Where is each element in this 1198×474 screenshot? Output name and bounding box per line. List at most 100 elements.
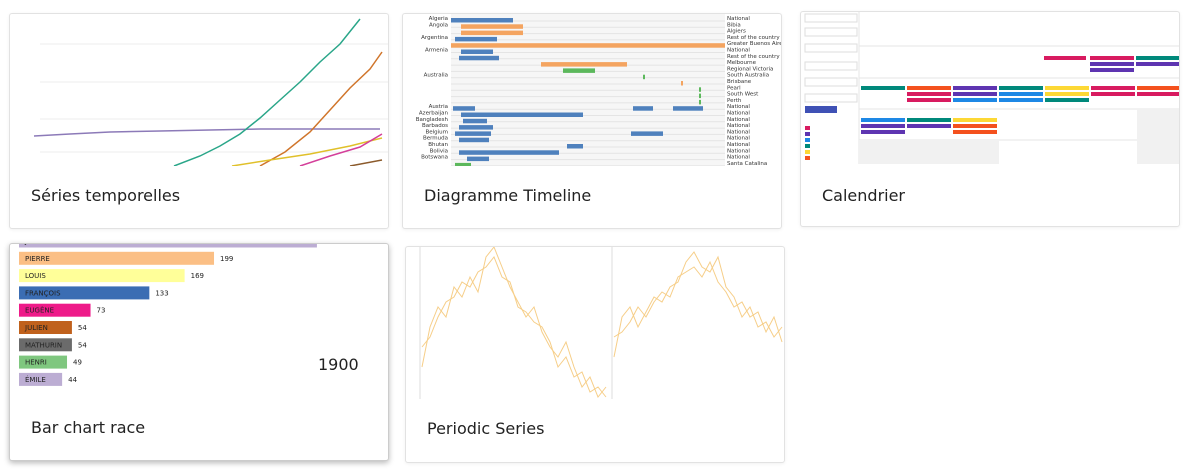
timeline-bar bbox=[453, 106, 475, 111]
timeline-bar bbox=[681, 81, 683, 86]
bar-name: MATHURIN bbox=[25, 341, 62, 349]
region-label: Perth bbox=[727, 98, 742, 104]
timeline-bar bbox=[541, 62, 627, 67]
card[interactable]: Séries temporelles bbox=[9, 13, 389, 229]
timeline-bar bbox=[459, 125, 493, 130]
region-label: National bbox=[727, 111, 750, 117]
card-title: Calendrier bbox=[822, 186, 906, 205]
bar-value: 169 bbox=[191, 272, 204, 280]
region-label: Santa Catalina bbox=[727, 161, 767, 166]
region-label: South Australia bbox=[727, 73, 769, 79]
country-label: Azerbaijan bbox=[419, 111, 449, 117]
bar-name: LOUIS bbox=[25, 272, 46, 280]
country-label: Belgium bbox=[425, 129, 448, 135]
country-label: Angola bbox=[429, 22, 448, 28]
timeline-bar bbox=[643, 74, 645, 80]
card-title: Séries temporelles bbox=[31, 186, 181, 205]
bar-name: EUGÈNE bbox=[25, 306, 54, 315]
bar-value: 73 bbox=[97, 307, 106, 315]
bar bbox=[19, 372, 63, 386]
timeline-bar bbox=[567, 144, 583, 149]
card-title: Periodic Series bbox=[427, 419, 545, 438]
country-label: Algeria bbox=[429, 16, 448, 22]
timeline-bar bbox=[451, 18, 513, 23]
timeline-bar bbox=[455, 131, 491, 136]
bar-name: HENRI bbox=[25, 359, 47, 367]
country-label: Bangladesh bbox=[416, 117, 449, 123]
region-label: National bbox=[727, 142, 750, 148]
timeline-bar bbox=[699, 87, 701, 92]
bar-value: 54 bbox=[78, 341, 87, 349]
timeline-bar bbox=[699, 93, 701, 99]
card[interactable]: Calendrier bbox=[800, 11, 1180, 227]
card[interactable]: Periodic Series bbox=[405, 246, 785, 463]
timeline-bar bbox=[459, 150, 559, 155]
card[interactable]: 1900 JOSEPH 304 PIERRE 199 LOUIS 169 FRANÇOIS 1… bbox=[9, 243, 389, 461]
timeline-bar bbox=[461, 24, 523, 29]
region-label: Bibia bbox=[727, 22, 741, 28]
region-label: Regional Victoria bbox=[727, 66, 773, 72]
bar-name: JOSEPH bbox=[24, 244, 51, 246]
region-label: National bbox=[727, 155, 750, 161]
bar-value: 49 bbox=[73, 359, 82, 367]
region-label: Rest of the country bbox=[727, 35, 780, 41]
country-label: Argentina bbox=[421, 35, 448, 41]
year-label: 1900 bbox=[318, 355, 359, 374]
bar bbox=[19, 269, 185, 283]
timeline-bar bbox=[459, 137, 489, 143]
region-label: National bbox=[727, 123, 750, 129]
region-label: National bbox=[727, 117, 750, 123]
card[interactable]: National Bibia Algiers Rest of the country G… bbox=[402, 13, 782, 229]
timeline-bar bbox=[451, 43, 725, 48]
timeline-bar bbox=[467, 156, 489, 162]
thumbnail bbox=[804, 12, 1179, 164]
bar bbox=[19, 321, 72, 334]
bar-value: 44 bbox=[68, 376, 77, 384]
bar bbox=[19, 338, 72, 352]
region-label: Brisbane bbox=[727, 79, 752, 85]
bar-value: 199 bbox=[220, 255, 233, 263]
bar-value: 54 bbox=[78, 324, 87, 332]
region-label: National bbox=[727, 129, 750, 135]
region-label: National bbox=[727, 48, 750, 54]
bar bbox=[19, 244, 317, 248]
timeline-bar bbox=[631, 131, 663, 136]
country-label: Bermuda bbox=[423, 136, 448, 142]
country-label: Barbados bbox=[422, 123, 448, 129]
bar-name: ÉMILE bbox=[25, 375, 46, 384]
region-label: Algiers bbox=[727, 29, 746, 35]
card-title: Diagramme Timeline bbox=[424, 186, 592, 205]
region-label: National bbox=[727, 104, 750, 110]
bar bbox=[19, 251, 215, 265]
timeline-bar bbox=[461, 49, 493, 54]
region-label: National bbox=[727, 148, 750, 154]
region-label: Pearl bbox=[727, 85, 741, 91]
country-label: Bolivia bbox=[430, 148, 448, 154]
thumbnail: 1900 JOSEPH 304 PIERRE 199 LOUIS 169 FRANÇOIS 1… bbox=[19, 244, 359, 386]
bar-value: 304 bbox=[323, 244, 337, 246]
country-label: Bhutan bbox=[428, 142, 448, 148]
thumbnail bbox=[33, 18, 388, 166]
bar bbox=[19, 355, 68, 369]
country-label: Australia bbox=[424, 73, 448, 79]
timeline-bar bbox=[455, 36, 497, 42]
timeline-bar bbox=[563, 68, 595, 73]
timeline-bar bbox=[459, 55, 499, 61]
region-label: National bbox=[727, 136, 750, 142]
region-label: South West bbox=[727, 92, 759, 98]
timeline-bar bbox=[633, 106, 653, 111]
region-label: Melbourne bbox=[727, 60, 757, 66]
timeline-bar bbox=[699, 99, 701, 105]
bar bbox=[19, 286, 150, 300]
timeline-bar bbox=[463, 118, 487, 124]
region-label: Rest of the country bbox=[727, 54, 780, 60]
card-title: Bar chart race bbox=[31, 418, 146, 437]
country-label: Armenia bbox=[425, 48, 448, 54]
bar-value: 133 bbox=[155, 289, 168, 297]
country-label: Austria bbox=[429, 104, 448, 110]
region-label: National bbox=[727, 16, 750, 22]
region-label: Greater Buenos Aires bbox=[727, 41, 781, 47]
timeline-bar bbox=[673, 106, 703, 111]
